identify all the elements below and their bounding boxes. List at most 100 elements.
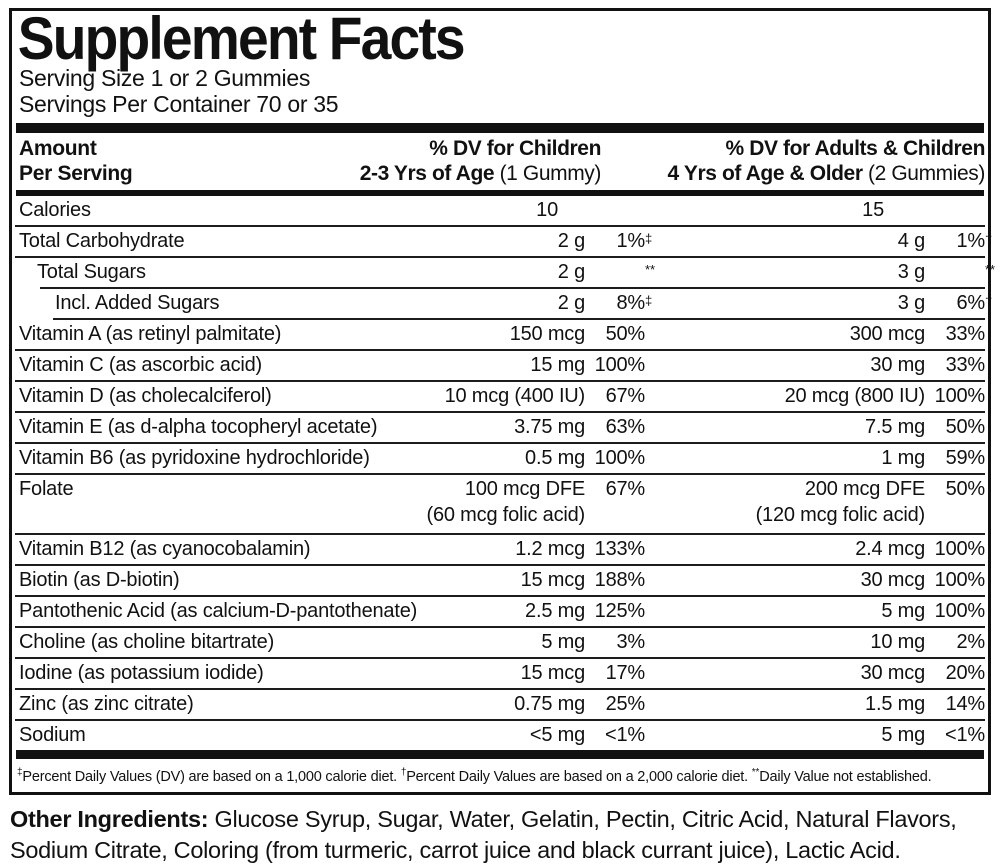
adult-dv-value: 6% † bbox=[956, 292, 993, 314]
adult-dv-value: 50% bbox=[945, 478, 986, 500]
child-dv-value: 8% ‡ bbox=[616, 292, 653, 314]
adult-amount-value: 15 bbox=[862, 199, 884, 221]
child-dv-value: <1% bbox=[605, 724, 645, 746]
adult-amount-value: 5 mg bbox=[881, 724, 925, 746]
nutrient-label: Vitamin B6 (as pyridoxine hydrochloride) bbox=[19, 447, 370, 469]
nutrient-row: Sodium <5 mg <1% 5 mg <1% bbox=[15, 721, 985, 750]
row-separator bbox=[40, 287, 985, 289]
header-children-gummy: (1 Gummy) bbox=[494, 162, 602, 185]
child-dv-value: 188% bbox=[594, 569, 646, 591]
nutrient-label: Vitamin C (as ascorbic acid) bbox=[19, 354, 263, 376]
row-separator bbox=[15, 719, 985, 721]
child-amount-value: 0.75 mg bbox=[514, 693, 585, 715]
nutrient-label: Vitamin E (as d-alpha tocopheryl acetate… bbox=[19, 416, 378, 438]
row-separator bbox=[53, 318, 985, 320]
nutrient-label: Sodium bbox=[19, 724, 86, 746]
row-separator bbox=[15, 473, 985, 475]
adult-dv-value: 100% bbox=[934, 538, 986, 560]
adult-dv-value: 2% bbox=[956, 631, 985, 653]
adult-amount-value: 30 mcg bbox=[860, 662, 926, 684]
child-amount-value: 2 g bbox=[557, 230, 585, 252]
nutrient-row: Calories 10 15 bbox=[15, 196, 985, 225]
header-adults-age: 4 Yrs of Age & Older bbox=[667, 162, 863, 185]
header-adults-dv: % DV for Adults & Children 4 Yrs of Age &… bbox=[667, 136, 986, 186]
adult-amount-value: 7.5 mg bbox=[865, 416, 925, 438]
row-separator bbox=[15, 688, 985, 690]
serving-size-line: Serving Size 1 or 2 Gummies bbox=[19, 65, 311, 91]
header-adults-gummies: (2 Gummies) bbox=[862, 162, 985, 185]
nutrient-row: Vitamin C (as ascorbic acid) 15 mg 100% 30 … bbox=[15, 351, 985, 380]
footnote-adults-text: Percent Daily Values are based on a 2,00… bbox=[406, 768, 752, 785]
adult-dv-value: 59% bbox=[945, 447, 986, 469]
row-separator bbox=[15, 564, 985, 566]
nutrient-label: Folate bbox=[19, 478, 74, 500]
adult-dv-value: 100% bbox=[934, 569, 986, 591]
adult-amount-value: 300 mcg bbox=[849, 323, 926, 345]
row-separator bbox=[15, 411, 985, 413]
footnote: ‡Percent Daily Values (DV) are based on … bbox=[15, 759, 985, 792]
other-ingredients: Other Ingredients: Glucose Syrup, Sugar,… bbox=[10, 804, 990, 866]
nutrient-row: Incl. Added Sugars 2 g 8% ‡ 3 g 6% † bbox=[15, 289, 993, 318]
child-dv-value: 125% bbox=[594, 600, 646, 622]
nutrient-row: Choline (as choline bitartrate) 5 mg 3% 10 … bbox=[15, 628, 985, 657]
child-amount-value: 2 g bbox=[557, 292, 585, 314]
adult-dv-value: 33% bbox=[945, 323, 986, 345]
child-amount-value: 2.5 mg bbox=[525, 600, 585, 622]
child-amount-value: 100 mcg DFE (60 mcg folic acid) bbox=[426, 478, 586, 526]
adult-dv-value: 100% bbox=[934, 385, 986, 407]
child-dv-value: 3% bbox=[616, 631, 645, 653]
footnote-asterisk: ** bbox=[751, 767, 760, 778]
adult-dv-value: 33% bbox=[945, 354, 986, 376]
servings-per-container-line: Servings Per Container 70 or 35 bbox=[19, 91, 339, 117]
child-amount-value: 0.5 mg bbox=[525, 447, 585, 469]
nutrient-row: Vitamin A (as retinyl palmitate) 150 mcg 5… bbox=[15, 320, 985, 349]
nutrient-label: Total Sugars bbox=[37, 261, 146, 283]
child-amount-value: 150 mcg bbox=[509, 323, 586, 345]
nutrient-row: Vitamin B12 (as cyanocobalamin) 1.2 mcg 13… bbox=[15, 535, 985, 564]
footnote-dv-text: Daily Value not established. bbox=[759, 768, 932, 785]
header-children-age: 2-3 Yrs of Age bbox=[359, 162, 495, 185]
row-separator bbox=[15, 626, 985, 628]
header-amount-line1: Amount bbox=[19, 137, 97, 160]
nutrient-row: Total Carbohydrate 2 g 1% ‡ 4 g 1% † bbox=[15, 227, 992, 256]
child-dv-value: 63% bbox=[605, 416, 646, 438]
adult-amount-value: 4 g bbox=[897, 230, 925, 252]
child-amount-value: 3.75 mg bbox=[514, 416, 585, 438]
footnote-children-text: Percent Daily Values (DV) are based on a… bbox=[22, 768, 401, 785]
adult-dv-value: 100% bbox=[934, 600, 986, 622]
adult-dv-value: 14% bbox=[945, 693, 986, 715]
adult-amount-value: 30 mcg bbox=[860, 569, 926, 591]
child-amount-value: 15 mcg bbox=[520, 662, 586, 684]
child-amount-value: 15 mg bbox=[530, 354, 585, 376]
nutrient-row: Folate 100 mcg DFE (60 mcg folic acid) 67% 2… bbox=[15, 475, 985, 533]
footnote-dagger-adults: † bbox=[400, 767, 407, 778]
thick-divider-bar-header bbox=[16, 190, 984, 196]
child-amount-value: 10 bbox=[536, 199, 558, 221]
footnote-dagger-children: ‡ bbox=[17, 767, 23, 778]
nutrient-label: Vitamin A (as retinyl palmitate) bbox=[19, 323, 282, 345]
adult-dv-value: <1% bbox=[945, 724, 985, 746]
adult-amount-value: 20 mcg (800 IU) bbox=[784, 385, 926, 407]
header-children-line1: % DV for Children bbox=[429, 137, 601, 160]
nutrient-label: Vitamin D (as cholecalciferol) bbox=[19, 385, 272, 407]
row-separator bbox=[15, 349, 985, 351]
nutrient-label: Total Carbohydrate bbox=[19, 230, 185, 252]
adult-amount-value: 10 mg bbox=[870, 631, 925, 653]
child-dv-value: 17% bbox=[605, 662, 646, 684]
nutrient-rows: Calories 10 15 Total Carbohydrate 2 g 1% ‡ 4 g 1… bbox=[15, 196, 995, 750]
nutrient-label: Iodine (as potassium iodide) bbox=[19, 662, 264, 684]
nutrient-row: Biotin (as D-biotin) 15 mcg 188% 30 mcg 100% bbox=[15, 566, 985, 595]
adult-amount-value: 200 mcg DFE (120 mcg folic acid) bbox=[755, 478, 926, 526]
child-amount-value: 1.2 mcg bbox=[515, 538, 585, 560]
row-separator bbox=[15, 380, 985, 382]
other-ingredients-label: Other Ingredients: bbox=[10, 805, 209, 832]
header-amount-line2: Per Serving bbox=[19, 162, 133, 185]
thick-divider-bar-bottom bbox=[16, 750, 984, 759]
nutrient-label: Biotin (as D-biotin) bbox=[19, 569, 180, 591]
adult-amount-value: 1.5 mg bbox=[865, 693, 925, 715]
nutrient-label: Choline (as choline bitartrate) bbox=[19, 631, 275, 653]
header-amount-per-serving: Amount Per Serving bbox=[19, 136, 133, 186]
row-separator bbox=[15, 657, 985, 659]
adult-amount-value: 30 mg bbox=[870, 354, 925, 376]
adult-dv-value: 50% bbox=[945, 416, 986, 438]
